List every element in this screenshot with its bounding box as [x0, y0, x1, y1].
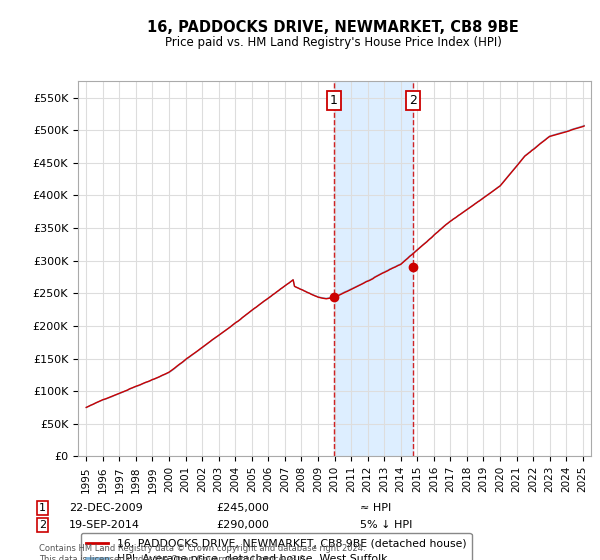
Bar [334, 81, 413, 456]
Text: 2: 2 [39, 520, 46, 530]
Text: 22-DEC-2009: 22-DEC-2009 [69, 503, 143, 514]
Text: ≈ HPI: ≈ HPI [360, 503, 391, 514]
Text: Contains HM Land Registry data © Crown copyright and database right 2024.
This d: Contains HM Land Registry data © Crown c… [39, 544, 365, 560]
Text: 16, PADDOCKS DRIVE, NEWMARKET, CB8 9BE: 16, PADDOCKS DRIVE, NEWMARKET, CB8 9BE [147, 20, 519, 35]
Text: 1: 1 [330, 94, 338, 108]
Text: £245,000: £245,000 [216, 503, 269, 514]
Text: 19-SEP-2014: 19-SEP-2014 [69, 520, 140, 530]
Text: 5% ↓ HPI: 5% ↓ HPI [360, 520, 412, 530]
Text: 1: 1 [39, 503, 46, 514]
Text: 2: 2 [409, 94, 416, 108]
Text: £290,000: £290,000 [216, 520, 269, 530]
Text: Price paid vs. HM Land Registry's House Price Index (HPI): Price paid vs. HM Land Registry's House … [164, 36, 502, 49]
Legend: 16, PADDOCKS DRIVE, NEWMARKET, CB8 9BE (detached house), HPI: Average price, det: 16, PADDOCKS DRIVE, NEWMARKET, CB8 9BE (… [81, 533, 472, 560]
